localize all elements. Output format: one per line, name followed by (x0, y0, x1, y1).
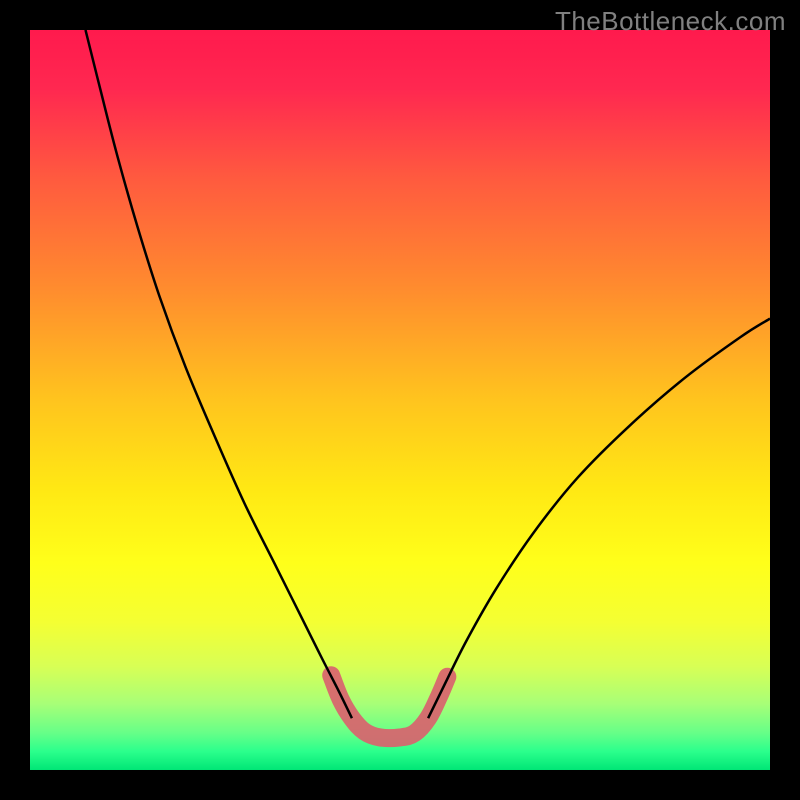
curve-left-branch (86, 30, 352, 718)
plot-area (30, 30, 770, 770)
chart-frame: TheBottleneck.com (0, 0, 800, 800)
highlight-segment (331, 675, 447, 738)
watermark-text: TheBottleneck.com (555, 6, 786, 37)
curve-layer (30, 30, 770, 770)
curve-right-branch (428, 319, 770, 719)
